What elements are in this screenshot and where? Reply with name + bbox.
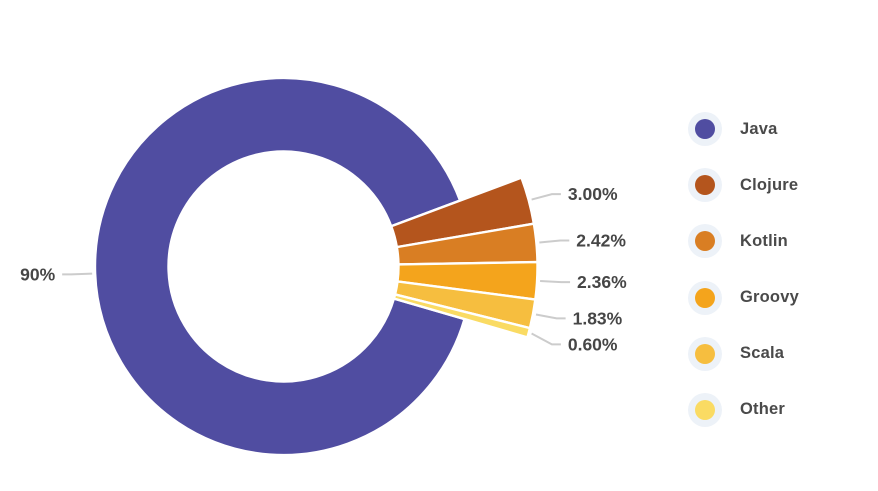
leader-line-kotlin	[539, 239, 570, 244]
chart-legend: Java Clojure Kotlin Groovy Scala Other	[688, 112, 799, 449]
legend-swatch-icon	[695, 175, 715, 196]
leader-line-scala	[535, 313, 566, 320]
legend-item-scala[interactable]: Scala	[688, 336, 799, 371]
legend-item-groovy[interactable]: Groovy	[688, 280, 799, 315]
legend-halo-scala	[688, 336, 722, 371]
legend-label-other: Other	[740, 400, 786, 419]
legend-halo-other	[688, 392, 722, 427]
legend-label-groovy: Groovy	[740, 288, 799, 307]
legend-item-clojure[interactable]: Clojure	[688, 168, 799, 203]
leader-line-clojure	[531, 193, 561, 201]
legend-halo-groovy	[688, 280, 722, 315]
legend-item-java[interactable]: Java	[688, 112, 799, 146]
percent-label-clojure: 3.00%	[568, 184, 618, 204]
legend-label-java: Java	[740, 119, 778, 138]
legend-halo-kotlin	[688, 224, 722, 259]
legend-label-kotlin: Kotlin	[740, 231, 788, 250]
leader-line-java	[62, 272, 93, 276]
pie-slice-other[interactable]	[392, 292, 532, 339]
legend-swatch-icon	[695, 287, 715, 308]
percent-label-java: 90%	[20, 264, 55, 284]
leader-line-groovy	[540, 279, 571, 284]
percent-label-kotlin: 2.42%	[576, 231, 626, 251]
pie-slice-java[interactable]	[93, 76, 467, 457]
legend-swatch-icon	[695, 231, 715, 252]
percent-label-other: 0.60%	[568, 334, 618, 354]
legend-item-other[interactable]: Other	[688, 392, 799, 427]
legend-label-clojure: Clojure	[740, 175, 799, 194]
legend-halo-java	[688, 112, 722, 146]
leader-line-other	[531, 332, 561, 346]
percent-label-scala: 1.83%	[573, 308, 623, 328]
percent-label-groovy: 2.36%	[577, 272, 627, 292]
legend-swatch-icon	[695, 119, 715, 139]
legend-label-scala: Scala	[740, 344, 785, 363]
legend-swatch-icon	[695, 399, 715, 420]
legend-item-kotlin[interactable]: Kotlin	[688, 224, 799, 259]
legend-halo-clojure	[688, 168, 722, 203]
legend-swatch-icon	[695, 343, 715, 364]
